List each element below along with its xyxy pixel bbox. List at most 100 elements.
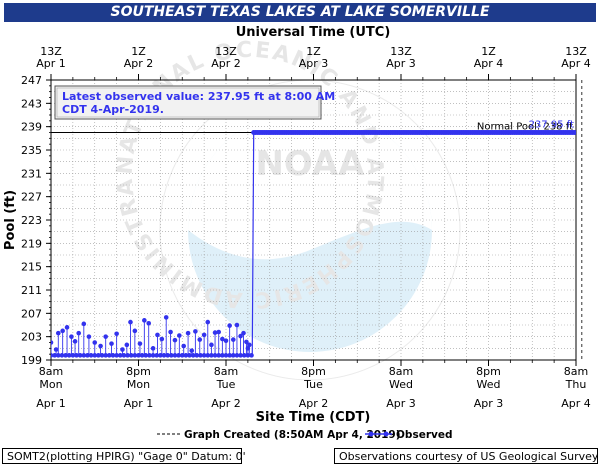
- bottom-tick-date: Apr 2: [299, 397, 329, 410]
- bottom-tick-date: Apr 2: [211, 397, 241, 410]
- observed-point: [120, 347, 125, 352]
- bottom-tick-time: 8pm: [126, 365, 151, 378]
- latest-value-label: 237.95 ft: [529, 120, 575, 131]
- bottom-tick-date: Apr 4: [561, 397, 591, 410]
- y-tick-label: 227: [21, 191, 42, 204]
- y-axis-label: Pool (ft): [3, 190, 18, 250]
- bottom-tick-time: 8am: [39, 365, 63, 378]
- top-tick-date: Apr 4: [561, 57, 591, 70]
- bottom-tick-day: Tue: [303, 378, 323, 391]
- observed-point: [92, 340, 97, 345]
- y-tick-label: 211: [21, 284, 42, 297]
- observed-point: [109, 341, 114, 346]
- observed-point: [65, 325, 70, 330]
- observed-point: [73, 339, 78, 344]
- observed-point: [202, 333, 207, 338]
- bottom-tick-day: Thu: [565, 378, 587, 391]
- observed-point: [76, 331, 81, 336]
- observed-point: [151, 346, 156, 351]
- legend-observed-marker: [384, 432, 389, 437]
- observed-point: [164, 315, 169, 320]
- legend-observed-marker: [369, 432, 374, 437]
- observed-point: [177, 333, 182, 338]
- observed-point: [56, 331, 61, 336]
- x-axis-label: Site Time (CDT): [256, 410, 371, 425]
- observed-point: [133, 329, 138, 334]
- latest-value-line1: Latest observed value: 237.95 ft at 8:00…: [62, 90, 335, 103]
- observed-point: [189, 348, 194, 353]
- observed-point: [125, 343, 130, 348]
- observed-point: [241, 331, 246, 336]
- observed-point: [87, 334, 92, 339]
- observed-point: [54, 347, 59, 352]
- bottom-tick-day: Wed: [389, 378, 413, 391]
- bottom-tick-time: 8pm: [476, 365, 501, 378]
- observed-point: [193, 329, 198, 334]
- observed-point: [173, 338, 178, 343]
- legend: Graph Created (8:50AM Apr 4, 2019) Obser…: [157, 429, 452, 441]
- legend-observed-label: Observed: [396, 429, 452, 441]
- observed-point: [69, 334, 74, 339]
- bottom-tick-date: Apr 3: [386, 397, 416, 410]
- legend-graph-created-label: Graph Created (8:50AM Apr 4, 2019): [184, 429, 401, 441]
- observed-point: [216, 330, 221, 335]
- y-tick-label: 207: [21, 307, 42, 320]
- observed-point: [231, 337, 236, 342]
- top-tick-date: Apr 4: [474, 57, 504, 70]
- y-tick-label: 239: [21, 121, 42, 134]
- bottom-tick-day: Mon: [127, 378, 150, 391]
- observed-point: [205, 320, 210, 325]
- y-tick-label: 235: [21, 144, 42, 157]
- y-tick-label: 231: [21, 167, 42, 180]
- bottom-tick-time: 8am: [389, 365, 413, 378]
- observed-point: [227, 323, 232, 328]
- bottom-tick-date: Apr 1: [124, 397, 154, 410]
- observed-point: [181, 344, 186, 349]
- observed-point: [146, 321, 151, 326]
- observed-point: [60, 329, 65, 334]
- y-tick-label: 215: [21, 261, 42, 274]
- observed-point: [138, 341, 143, 346]
- y-tick-label: 203: [21, 331, 42, 344]
- observed-point: [197, 337, 202, 342]
- observed-point: [98, 344, 103, 349]
- y-tick-label: 243: [21, 97, 42, 110]
- latest-value-box: Latest observed value: 237.95 ft at 8:00…: [55, 86, 335, 119]
- top-tick-date: Apr 3: [299, 57, 329, 70]
- bottom-tick-day: Wed: [477, 378, 501, 391]
- top-tick-date: Apr 1: [36, 57, 66, 70]
- top-tick-date: Apr 3: [386, 57, 416, 70]
- observed-point: [103, 334, 108, 339]
- bottom-tick-day: Tue: [216, 378, 236, 391]
- observed-point: [186, 331, 191, 336]
- observed-point: [249, 353, 254, 358]
- observed-point: [168, 330, 173, 335]
- observed-point: [128, 320, 133, 325]
- observed-point: [155, 333, 160, 338]
- latest-value-line2: CDT 4-Apr-2019.: [62, 103, 164, 116]
- top-tick-date: Apr 2: [124, 57, 154, 70]
- footer-gage-info: SOMT2(plotting HPIRG) "Gage 0" Datum: 0': [2, 448, 242, 464]
- observed-point: [247, 343, 252, 348]
- top-tick-date: Apr 2: [211, 57, 241, 70]
- observed-point: [82, 322, 87, 327]
- observed-point: [209, 343, 214, 348]
- bottom-tick-date: Apr 1: [36, 397, 66, 410]
- observed-point: [142, 318, 147, 323]
- observed-point: [114, 331, 119, 336]
- bottom-tick-day: Mon: [39, 378, 62, 391]
- bottom-tick-date: Apr 3: [474, 397, 504, 410]
- observed-point: [235, 323, 240, 328]
- y-tick-label: 247: [21, 74, 42, 87]
- y-tick-label: 223: [21, 214, 42, 227]
- bottom-tick-time: 8am: [564, 365, 588, 378]
- bottom-tick-time: 8am: [214, 365, 238, 378]
- top-axis-label: Universal Time (UTC): [236, 25, 391, 40]
- observed-point: [160, 337, 165, 342]
- observed-point: [224, 338, 229, 343]
- y-tick-label: 219: [21, 237, 42, 250]
- y-axis-ticks: 199203207211215219223227231235239243247: [21, 74, 51, 367]
